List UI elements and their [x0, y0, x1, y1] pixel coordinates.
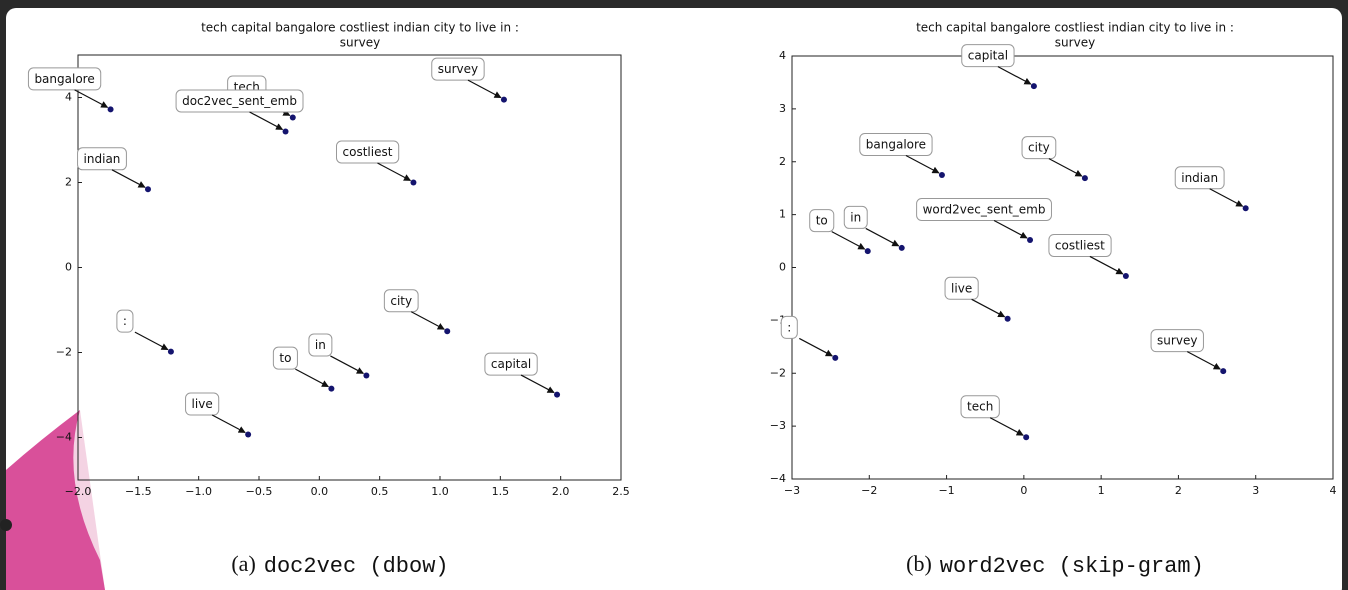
x-tick-label: 1 [1098, 484, 1105, 497]
x-tick-label: 2.5 [612, 485, 630, 498]
point-label: bangalore [34, 72, 94, 86]
point-label: in [850, 210, 861, 224]
y-tick-label: −4 [56, 431, 72, 444]
point-label: tech [967, 400, 993, 414]
y-tick-label: 0 [65, 261, 72, 274]
point [501, 97, 507, 103]
screenshot: tech capital bangalore costliest indian … [0, 0, 1348, 590]
point [1220, 368, 1226, 374]
caption-tag: (b) [906, 551, 932, 576]
point [1243, 205, 1249, 211]
y-tick-label: 2 [779, 155, 786, 168]
point-label: survey [1157, 334, 1197, 348]
point-label: doc2vec_sent_emb [182, 94, 297, 108]
x-tick-label: −0.5 [246, 485, 273, 498]
point [363, 372, 369, 378]
y-tick-label: −4 [770, 472, 786, 485]
point [1082, 175, 1088, 181]
point [939, 172, 945, 178]
point-label: bangalore [866, 137, 926, 151]
chart-title: survey [1055, 36, 1095, 50]
x-tick-label: 0.0 [311, 485, 329, 498]
x-tick-label: −3 [784, 484, 800, 497]
caption: (b) word2vec (skip-gram) [906, 551, 1204, 579]
point [410, 180, 416, 186]
point-label: costliest [343, 145, 393, 159]
chart-title: tech capital bangalore costliest indian … [916, 21, 1234, 35]
point [899, 245, 905, 251]
x-tick-label: 2 [1175, 484, 1182, 497]
point-label: : [123, 314, 127, 328]
chart-title: survey [340, 36, 380, 50]
point [283, 129, 289, 135]
point-label: live [951, 281, 972, 295]
x-tick-label: 1.5 [492, 485, 510, 498]
x-tick-label: 1.0 [431, 485, 449, 498]
x-tick-label: 0 [1020, 484, 1027, 497]
point [1031, 83, 1037, 89]
point-label: in [315, 338, 326, 352]
x-tick-label: −1.0 [185, 485, 212, 498]
y-tick-label: −2 [56, 346, 72, 359]
y-tick-label: −2 [770, 366, 786, 379]
chart-title: tech capital bangalore costliest indian … [201, 21, 519, 35]
point [832, 355, 838, 361]
y-tick-label: −3 [770, 419, 786, 432]
x-tick-label: −2 [861, 484, 877, 497]
y-tick-label: 1 [779, 208, 786, 221]
point [444, 328, 450, 334]
point [328, 386, 334, 392]
point-label: to [816, 214, 828, 228]
point-label: indian [84, 152, 121, 166]
point-label: survey [438, 62, 478, 76]
point [1027, 237, 1033, 243]
y-tick-label: 4 [65, 91, 72, 104]
point-label: capital [968, 49, 1008, 63]
point [245, 432, 251, 438]
x-tick-label: 2.0 [552, 485, 570, 498]
y-tick-label: 2 [65, 176, 72, 189]
point [108, 106, 114, 112]
point-label: city [390, 294, 412, 308]
point-label: costliest [1055, 238, 1105, 252]
point [554, 392, 560, 398]
point-label: capital [491, 357, 531, 371]
x-tick-label: 3 [1252, 484, 1259, 497]
x-tick-label: −1.5 [125, 485, 152, 498]
point [290, 114, 296, 120]
y-tick-label: 4 [779, 49, 786, 62]
point [168, 349, 174, 355]
caption-tag: (a) [231, 551, 255, 576]
point-label: to [279, 351, 291, 365]
x-tick-label: 4 [1330, 484, 1337, 497]
point [145, 186, 151, 192]
point [865, 248, 871, 254]
point-label: live [192, 397, 213, 411]
point-label: indian [1181, 171, 1218, 185]
x-tick-label: 0.5 [371, 485, 389, 498]
y-tick-label: 0 [779, 261, 786, 274]
y-tick-label: 3 [779, 102, 786, 115]
caption-method: doc2vec (dbow) [264, 554, 449, 579]
point-label: : [787, 320, 791, 334]
point [1023, 434, 1029, 440]
point [1005, 316, 1011, 322]
x-tick-label: −1 [938, 484, 954, 497]
x-tick-label: −2.0 [65, 485, 92, 498]
point-label: word2vec_sent_emb [923, 203, 1046, 217]
caption: (a) doc2vec (dbow) [231, 551, 448, 579]
point-label: city [1028, 141, 1050, 155]
point [1123, 273, 1129, 279]
caption-method: word2vec (skip-gram) [940, 554, 1204, 579]
